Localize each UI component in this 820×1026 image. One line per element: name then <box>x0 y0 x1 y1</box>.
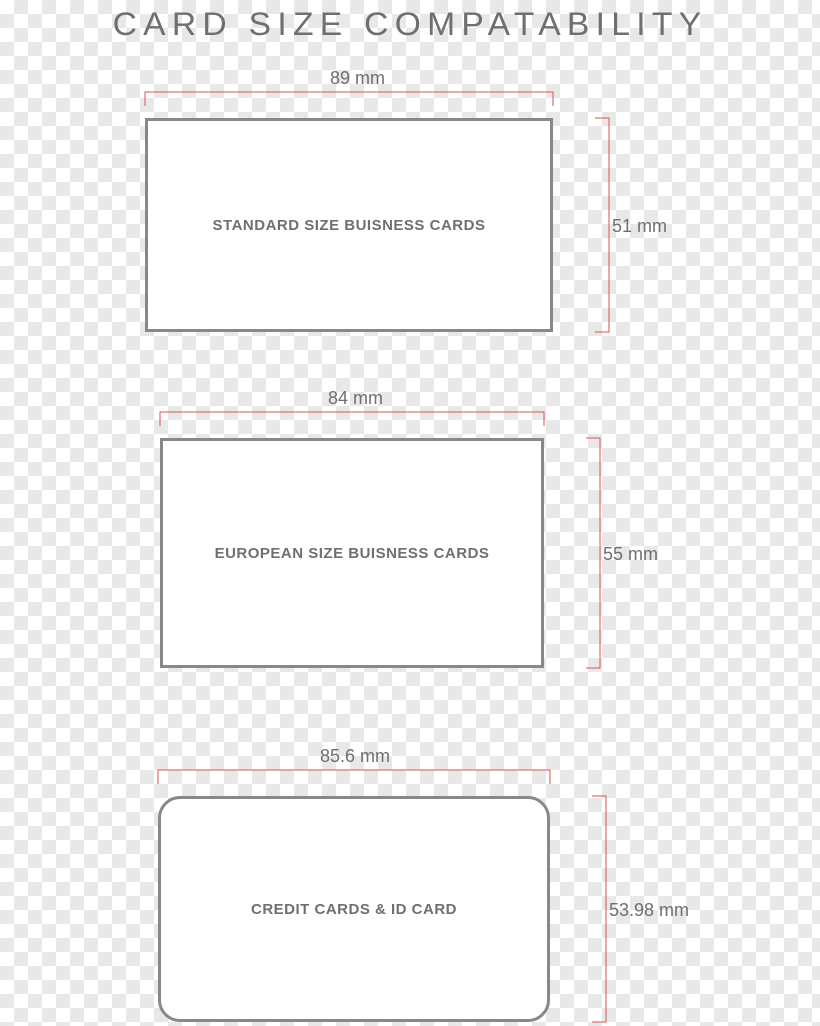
content-root: CARD SIZE COMPATABILITY STANDARD SIZE BU… <box>0 0 820 43</box>
card-credit: CREDIT CARDS & ID CARD <box>158 796 550 1022</box>
width-dimension-european <box>160 412 544 428</box>
height-label-european: 55 mm <box>603 544 658 565</box>
width-label-european: 84 mm <box>328 388 383 409</box>
page-title: CARD SIZE COMPATABILITY <box>0 0 820 43</box>
height-dimension-standard <box>595 118 611 332</box>
card-label-european: EUROPEAN SIZE BUISNESS CARDS <box>215 545 490 562</box>
height-dimension-european <box>586 438 602 668</box>
height-label-standard: 51 mm <box>612 216 667 237</box>
width-dimension-standard <box>145 92 553 108</box>
width-dimension-credit <box>158 770 550 786</box>
height-dimension-credit <box>592 796 608 1022</box>
card-label-standard: STANDARD SIZE BUISNESS CARDS <box>213 217 486 234</box>
card-european: EUROPEAN SIZE BUISNESS CARDS <box>160 438 544 668</box>
width-label-standard: 89 mm <box>330 68 385 89</box>
card-standard: STANDARD SIZE BUISNESS CARDS <box>145 118 553 332</box>
height-label-credit: 53.98 mm <box>609 900 689 921</box>
width-label-credit: 85.6 mm <box>320 746 390 767</box>
card-label-credit: CREDIT CARDS & ID CARD <box>251 901 457 918</box>
